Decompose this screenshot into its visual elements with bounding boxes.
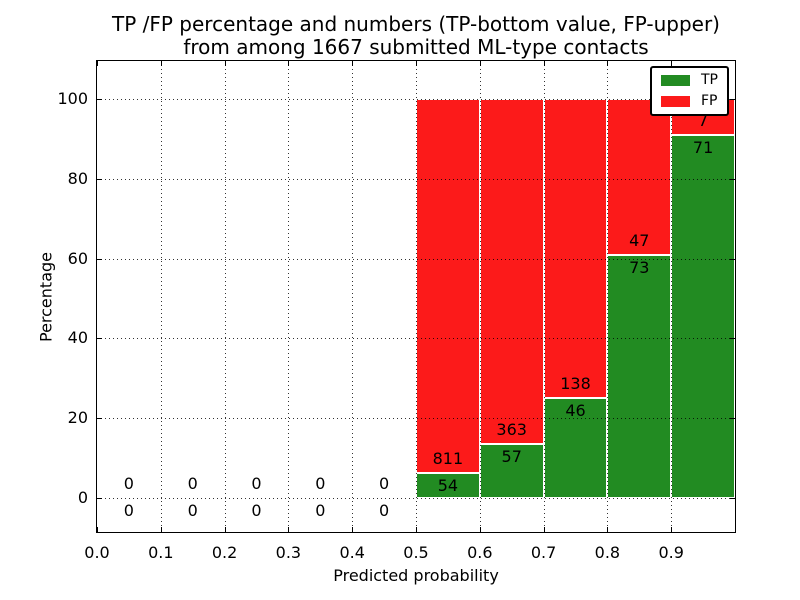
- x-tick-bottom: [543, 527, 545, 532]
- bar-tp-segment: [607, 255, 672, 499]
- tp-count-label: 0: [315, 501, 326, 521]
- tp-count-label: 73: [629, 258, 650, 278]
- x-tick-label: 0.2: [211, 543, 238, 562]
- x-tick-label: 0.3: [275, 543, 302, 562]
- x-tick-bottom: [160, 527, 162, 532]
- x-gridline: [288, 61, 290, 532]
- x-tick-top: [160, 61, 162, 66]
- fp-count-label: 0: [187, 474, 198, 494]
- x-tick-top: [97, 61, 98, 66]
- y-tick-label: 0: [77, 488, 88, 508]
- x-gridline: [224, 61, 226, 532]
- x-tick-bottom: [224, 527, 226, 532]
- x-tick-top: [479, 61, 481, 66]
- x-tick-bottom: [479, 527, 481, 532]
- x-tick-label: 0.9: [658, 543, 684, 562]
- x-tick-top: [543, 61, 545, 66]
- chart-title-line1: TP /FP percentage and numbers (TP-bottom…: [112, 12, 720, 36]
- tp-count-label: 71: [692, 137, 714, 157]
- y-tick-label: 80: [67, 168, 88, 188]
- x-tick-bottom: [288, 527, 290, 532]
- y-tick-left: [97, 498, 102, 500]
- fp-count-label: 363: [496, 419, 527, 439]
- chart-title: TP /FP percentage and numbers (TP-bottom…: [96, 13, 736, 59]
- y-tick-left: [97, 98, 102, 100]
- x-tick-bottom: [352, 527, 354, 532]
- legend-item: TP: [661, 73, 718, 88]
- y-tick-right: [730, 338, 735, 340]
- y-tick-right: [730, 258, 735, 260]
- bar-fp-segment: [607, 98, 672, 256]
- y-tick-left: [97, 258, 102, 260]
- legend-label: FP: [701, 93, 718, 109]
- bar-tp-segment: [416, 473, 480, 499]
- chart-title-line2: from among 1667 submitted ML-type contac…: [183, 35, 649, 59]
- tp-count-label: 0: [379, 501, 390, 521]
- fp-swatch: [661, 96, 690, 107]
- x-tick-top: [352, 61, 354, 66]
- y-tick-label: 100: [57, 88, 88, 108]
- x-tick-bottom: [97, 527, 98, 532]
- bar-tp-segment: [671, 134, 735, 499]
- bar-fp-segment: [416, 98, 480, 474]
- y-tick-left: [97, 338, 102, 340]
- y-tick-right: [730, 98, 735, 100]
- y-tick-right: [730, 178, 735, 180]
- x-gridline: [479, 61, 481, 532]
- x-tick-top: [288, 61, 290, 66]
- legend-item: FP: [661, 94, 718, 109]
- fp-count-label: 0: [315, 474, 326, 494]
- y-tick-left: [97, 178, 102, 180]
- x-gridline: [416, 61, 417, 532]
- bar-tp-segment: [479, 443, 544, 499]
- fp-count-label: 0: [251, 474, 262, 494]
- fp-count-label: 7: [698, 110, 709, 130]
- fp-count-label: 811: [432, 449, 464, 469]
- x-tick-label: 0.7: [530, 543, 557, 562]
- x-tick-top: [607, 61, 609, 66]
- bar-fp-segment: [543, 98, 608, 399]
- y-tick-label: 60: [67, 248, 88, 268]
- bar-fp-segment: [479, 98, 544, 444]
- x-tick-label: 0.6: [467, 543, 493, 562]
- x-tick-label: 0.0: [84, 543, 110, 562]
- y-tick-left: [97, 418, 102, 420]
- x-tick-label: 0.5: [403, 543, 429, 562]
- x-gridline: [160, 61, 162, 532]
- x-tick-bottom: [671, 527, 673, 532]
- tp-count-label: 46: [565, 401, 586, 421]
- tp-count-label: 0: [187, 501, 198, 521]
- y-tick-label: 20: [67, 408, 88, 428]
- legend-label: TP: [701, 72, 718, 88]
- tp-count-label: 0: [251, 501, 262, 521]
- x-gridline: [352, 61, 354, 532]
- tp-count-label: 0: [123, 501, 134, 521]
- x-gridline: [607, 61, 609, 532]
- y-tick-right: [730, 498, 735, 500]
- fp-count-label: 47: [629, 231, 650, 251]
- x-tick-top: [671, 61, 673, 66]
- tp-swatch: [661, 75, 690, 86]
- x-gridline: [671, 61, 673, 532]
- y-tick-label: 40: [67, 328, 88, 348]
- x-tick-top: [224, 61, 226, 66]
- tp-count-label: 57: [501, 446, 522, 466]
- x-tick-top: [416, 61, 417, 66]
- fp-count-label: 0: [123, 474, 134, 494]
- legend: TP FP: [650, 66, 729, 116]
- tp-count-label: 54: [437, 476, 459, 496]
- x-tick-bottom: [607, 527, 609, 532]
- plot-area: 0 0 0 0 0 0 0 0 0 0 811 54 363 57 138 46 47 73 7 71 TP FP: [96, 60, 736, 533]
- x-tick-label: 0.4: [339, 543, 365, 562]
- fp-count-label: 0: [379, 474, 390, 494]
- x-tick-label: 0.1: [148, 543, 174, 562]
- x-tick-bottom: [416, 527, 417, 532]
- y-tick-right: [730, 418, 735, 420]
- x-tick-label: 0.8: [594, 543, 621, 562]
- fp-count-label: 138: [560, 374, 591, 394]
- x-gridline: [543, 61, 545, 532]
- x-axis-label: Predicted probability: [333, 566, 499, 585]
